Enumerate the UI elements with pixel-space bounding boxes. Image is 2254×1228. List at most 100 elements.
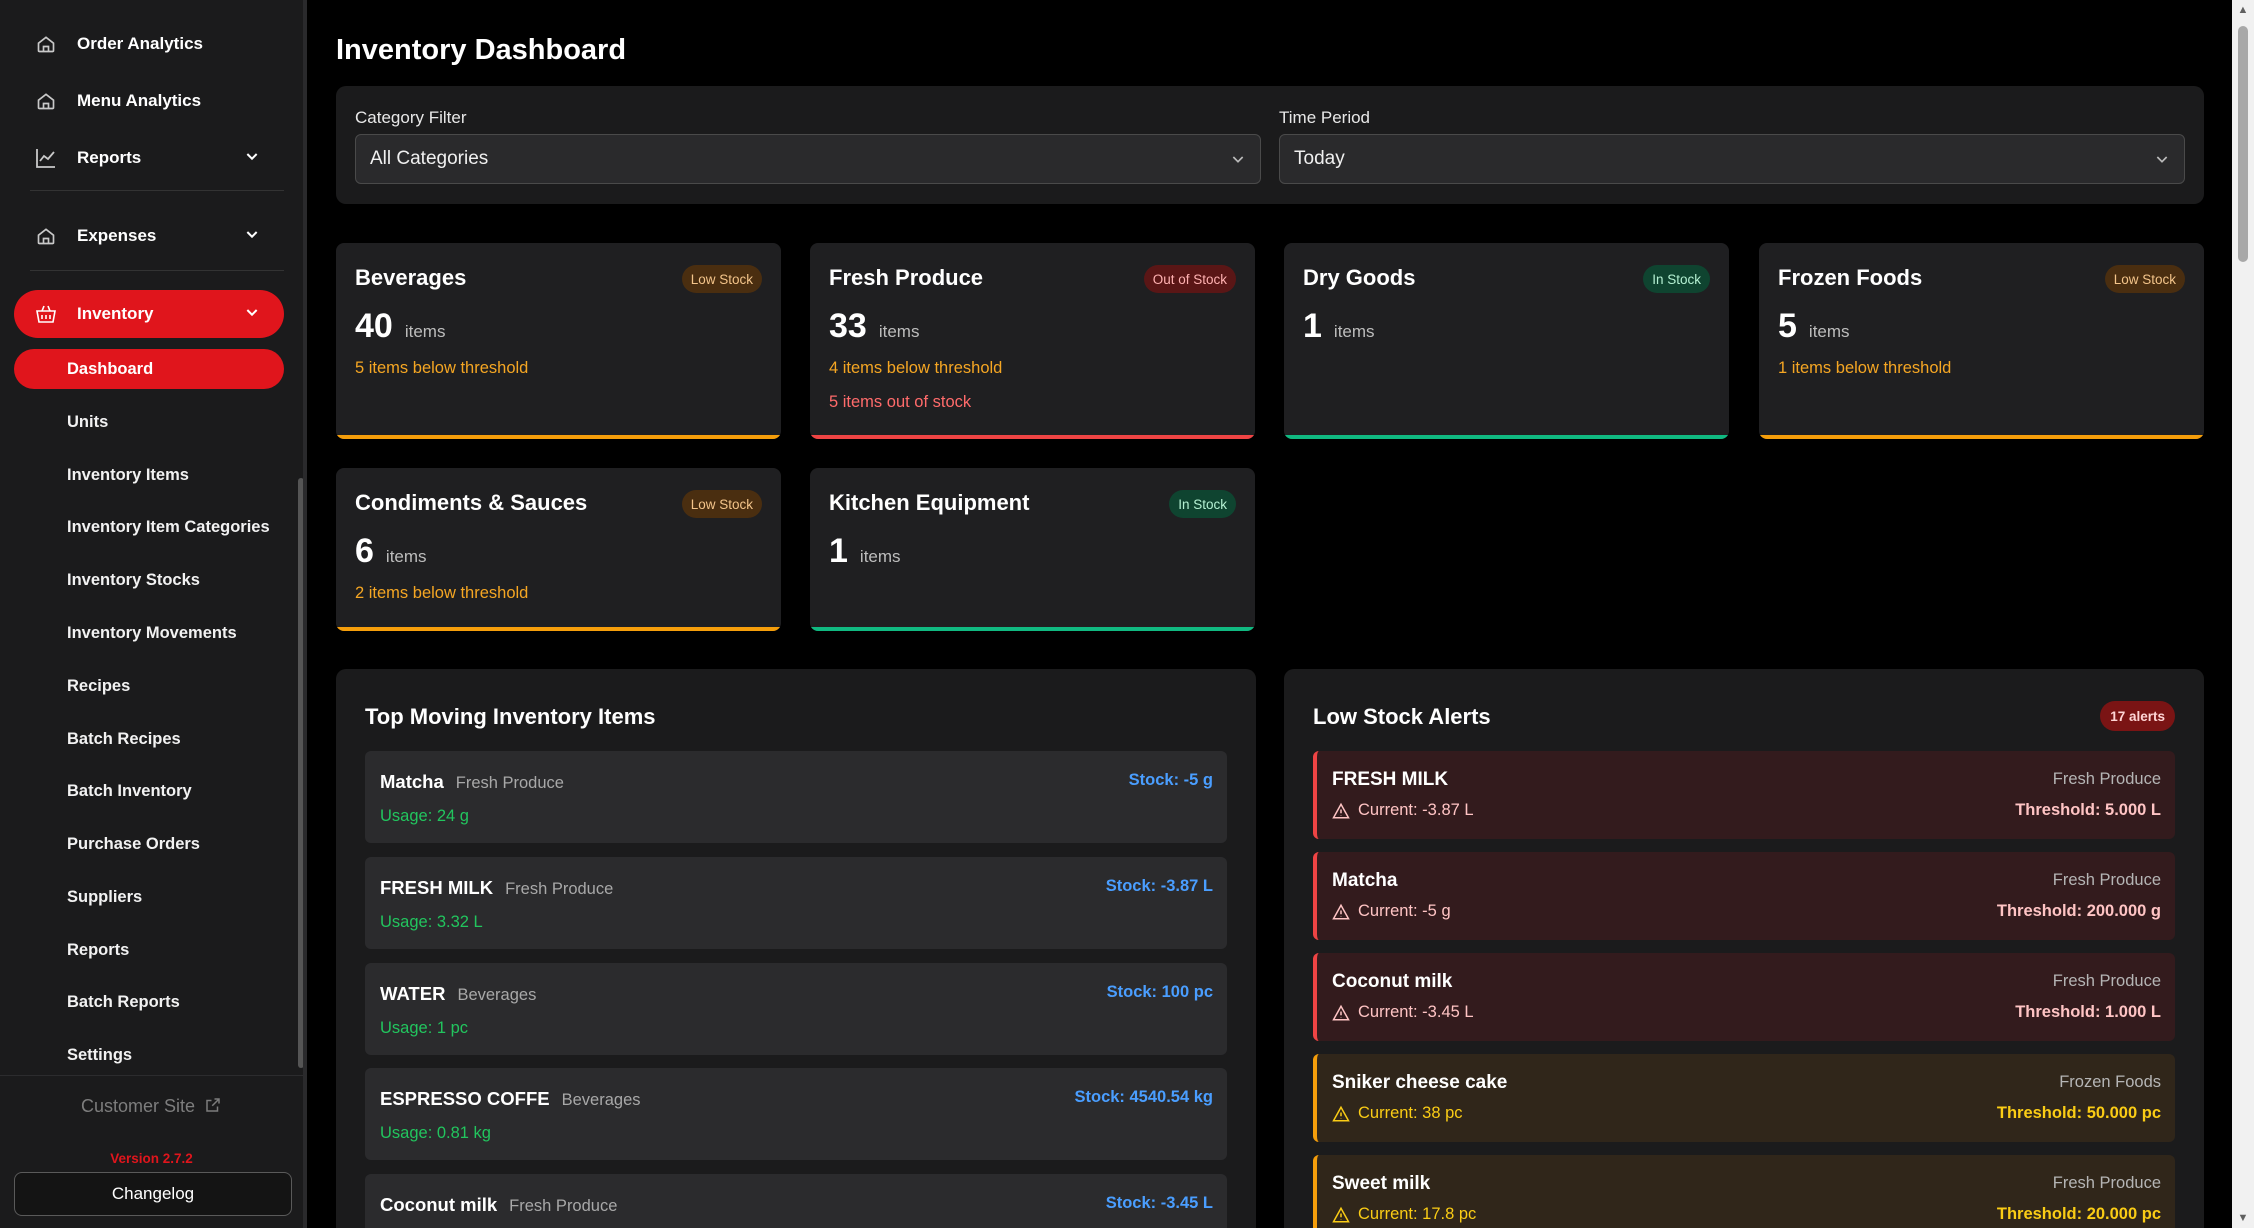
count-unit: items bbox=[404, 322, 446, 341]
item-name: WATER Beverages bbox=[380, 983, 536, 1005]
alert-current-text: Current: -5 g bbox=[1358, 902, 1451, 920]
sidebar-item-label: Menu Analytics bbox=[77, 91, 202, 110]
customer-site-link[interactable]: Customer Site bbox=[0, 1096, 303, 1119]
list-item[interactable]: Matcha Fresh Produce Stock: -5 g Usage: 2… bbox=[365, 751, 1227, 843]
sidebar-subitem-purchase-orders[interactable]: Purchase Orders bbox=[67, 834, 200, 853]
sidebar-subitem-batch-inventory[interactable]: Batch Inventory bbox=[67, 781, 192, 800]
chevron-down-icon bbox=[244, 148, 260, 169]
alert-threshold: Threshold: 20.000 pc bbox=[1996, 1205, 2161, 1223]
warning-icon bbox=[1332, 903, 1350, 919]
alert-threshold: Threshold: 50.000 pc bbox=[1996, 1104, 2161, 1122]
below-threshold-text: 2 items below threshold bbox=[355, 584, 529, 602]
list-item[interactable]: FRESH MILK Fresh Produce Stock: -3.87 L U… bbox=[365, 857, 1227, 949]
status-badge: In Stock bbox=[1169, 490, 1236, 518]
status-bar bbox=[1759, 435, 2204, 439]
category-card-kitchen-equipment[interactable]: Kitchen Equipment In Stock 1 items bbox=[810, 468, 1255, 631]
sidebar-item-expenses[interactable]: Expenses bbox=[14, 212, 284, 260]
sidebar-scrollbar[interactable] bbox=[298, 478, 304, 1068]
alert-item-name: Coconut milk bbox=[1332, 971, 1453, 992]
alert-item[interactable]: Matcha Fresh Produce Current: -5 g Thres… bbox=[1313, 852, 2175, 940]
item-name-text: ESPRESSO COFFE bbox=[380, 1088, 550, 1109]
alert-item[interactable]: FRESH MILK Fresh Produce Current: -3.87 … bbox=[1313, 751, 2175, 839]
status-bar bbox=[336, 435, 781, 439]
sidebar-item-reports[interactable]: Reports bbox=[14, 134, 284, 182]
item-stock: Stock: -5 g bbox=[1128, 771, 1213, 789]
category-card-fresh-produce[interactable]: Fresh Produce Out of Stock 33 items 4 ite… bbox=[810, 243, 1255, 439]
alert-item[interactable]: Sniker cheese cake Frozen Foods Current:… bbox=[1313, 1054, 2175, 1142]
warning-icon bbox=[1332, 802, 1350, 818]
sidebar-item-order-analytics[interactable]: Order Analytics bbox=[14, 20, 284, 68]
item-name: Matcha Fresh Produce bbox=[380, 771, 564, 793]
category-card-dry-goods[interactable]: Dry Goods In Stock 1 items bbox=[1284, 243, 1729, 439]
list-item[interactable]: WATER Beverages Stock: 100 pc Usage: 1 pc bbox=[365, 963, 1227, 1055]
sidebar-subitem-batch-reports[interactable]: Batch Reports bbox=[67, 992, 180, 1011]
alert-current: Current: -3.87 L bbox=[1332, 801, 1474, 820]
below-threshold-text: 4 items below threshold bbox=[829, 359, 1003, 377]
alert-item-category: Fresh Produce bbox=[2052, 770, 2161, 788]
time-period-label: Time Period bbox=[1279, 108, 1371, 127]
list-item[interactable]: Coconut milk Fresh Produce Stock: -3.45 L bbox=[365, 1174, 1227, 1228]
sidebar-subitem-reports[interactable]: Reports bbox=[67, 940, 130, 959]
alert-item[interactable]: Coconut milk Fresh Produce Current: -3.4… bbox=[1313, 953, 2175, 1041]
status-badge: Out of Stock bbox=[1143, 265, 1236, 293]
sidebar-subitem-inventory-items[interactable]: Inventory Items bbox=[67, 465, 189, 484]
status-bar bbox=[810, 627, 1255, 631]
count-value: 33 bbox=[829, 307, 867, 345]
item-name: Coconut milk Fresh Produce bbox=[380, 1194, 617, 1216]
count-value: 5 bbox=[1778, 307, 1797, 345]
category-card-condiments-sauces[interactable]: Condiments & Sauces Low Stock 6 items 2 i… bbox=[336, 468, 781, 631]
scroll-down-arrow-icon[interactable]: ▼ bbox=[2237, 1212, 2249, 1224]
sidebar-subitem-dashboard[interactable]: Dashboard bbox=[14, 349, 284, 389]
sidebar-subitem-recipes[interactable]: Recipes bbox=[67, 676, 131, 695]
chevron-down-icon bbox=[2154, 151, 2170, 173]
page-scrollbar[interactable] bbox=[2232, 0, 2254, 1228]
chevron-down-icon bbox=[244, 304, 260, 325]
item-usage: Usage: 3.32 L bbox=[380, 913, 483, 931]
time-period-select[interactable]: Today bbox=[1279, 134, 2185, 184]
alert-current-text: Current: 17.8 pc bbox=[1358, 1205, 1477, 1223]
alert-item-category: Frozen Foods bbox=[2059, 1073, 2161, 1091]
warning-icon bbox=[1332, 1206, 1350, 1222]
category-filter-select[interactable]: All Categories bbox=[355, 134, 1261, 184]
changelog-button[interactable]: Changelog bbox=[14, 1172, 292, 1216]
alert-current-text: Current: 38 pc bbox=[1358, 1104, 1463, 1122]
sidebar-subitem-settings[interactable]: Settings bbox=[67, 1045, 133, 1064]
alert-item-name: Sweet milk bbox=[1332, 1173, 1431, 1194]
alert-item-category: Fresh Produce bbox=[2052, 1174, 2161, 1192]
alert-current: Current: 38 pc bbox=[1332, 1104, 1463, 1123]
item-category: Beverages bbox=[561, 1091, 641, 1109]
sidebar: Order Analytics Menu Analytics Reports E… bbox=[0, 0, 304, 1228]
sidebar-item-label: Order Analytics bbox=[77, 34, 203, 53]
low-stock-panel: Low Stock Alerts 17 alerts FRESH MILK Fr… bbox=[1284, 669, 2204, 1228]
status-bar bbox=[1284, 435, 1729, 439]
category-filter-value: All Categories bbox=[370, 148, 489, 169]
sidebar-subitem-inventory-movements[interactable]: Inventory Movements bbox=[67, 623, 237, 642]
category-name: Frozen Foods bbox=[1778, 265, 1923, 290]
sidebar-subitem-inventory-stocks[interactable]: Inventory Stocks bbox=[67, 570, 200, 589]
sidebar-subitem-batch-recipes[interactable]: Batch Recipes bbox=[67, 729, 181, 748]
item-count: 6 items bbox=[355, 532, 427, 571]
sidebar-subitem-units[interactable]: Units bbox=[67, 412, 109, 431]
chevron-down-icon bbox=[1230, 151, 1246, 173]
alert-current: Current: 17.8 pc bbox=[1332, 1205, 1476, 1224]
scroll-up-arrow-icon[interactable]: ▲ bbox=[2237, 4, 2249, 16]
basket-icon bbox=[34, 302, 58, 326]
page-scrollbar-thumb[interactable] bbox=[2238, 26, 2248, 262]
alert-item-name: Sniker cheese cake bbox=[1332, 1072, 1508, 1093]
sidebar-subitem-inventory-item-categories[interactable]: Inventory Item Categories bbox=[67, 517, 270, 536]
sidebar-item-menu-analytics[interactable]: Menu Analytics bbox=[14, 77, 284, 125]
category-card-frozen-foods[interactable]: Frozen Foods Low Stock 5 items 1 items be… bbox=[1759, 243, 2204, 439]
item-name-text: Matcha bbox=[380, 771, 444, 792]
category-name: Kitchen Equipment bbox=[829, 490, 1030, 515]
main-content: Inventory Dashboard Category Filter All … bbox=[307, 0, 2232, 1228]
item-count: 5 items bbox=[1778, 307, 1850, 346]
sidebar-subitem-suppliers[interactable]: Suppliers bbox=[67, 887, 143, 906]
item-name: FRESH MILK Fresh Produce bbox=[380, 877, 613, 899]
item-count: 1 items bbox=[1303, 307, 1375, 346]
alert-item[interactable]: Sweet milk Fresh Produce Current: 17.8 p… bbox=[1313, 1155, 2175, 1228]
sidebar-item-inventory[interactable]: Inventory bbox=[14, 290, 284, 338]
category-card-beverages[interactable]: Beverages Low Stock 40 items 5 items belo… bbox=[336, 243, 781, 439]
list-item[interactable]: ESPRESSO COFFE Beverages Stock: 4540.54 k… bbox=[365, 1068, 1227, 1160]
divider bbox=[30, 270, 284, 271]
home-icon bbox=[34, 224, 58, 248]
